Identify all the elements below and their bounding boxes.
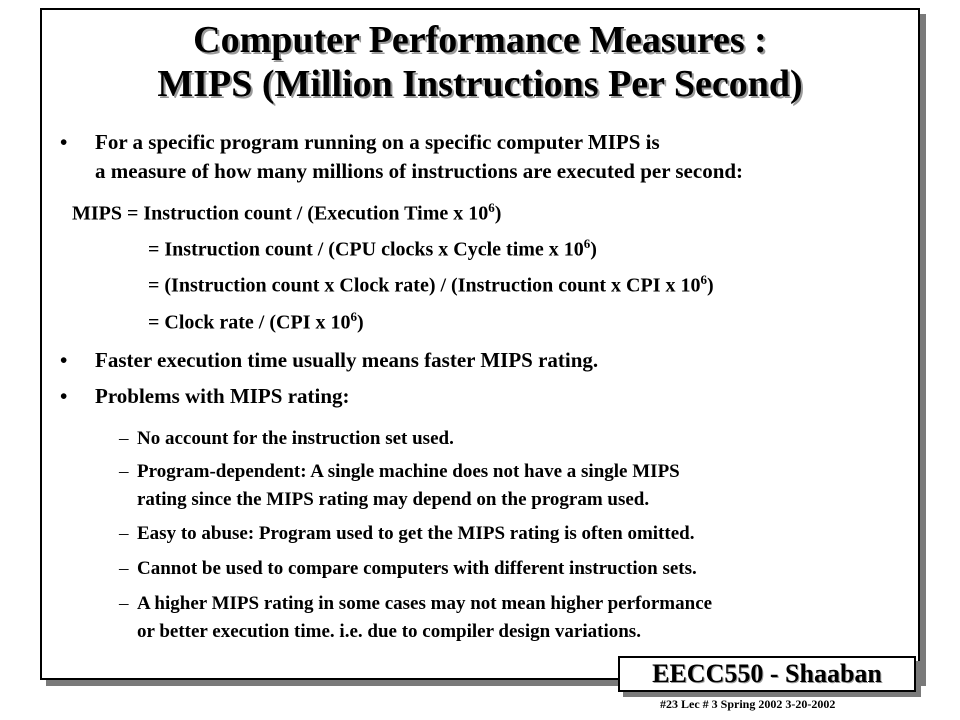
equation-1: MIPS = Instruction count / (Execution Ti… <box>72 200 501 226</box>
dash-marker: – <box>119 461 129 482</box>
equation-4-text: = Clock rate / (CPI x 10 <box>148 311 351 334</box>
problem-5-line2: or better execution time. i.e. due to co… <box>137 621 641 642</box>
equation-1-close: ) <box>494 202 502 225</box>
slide-title-line1: Computer Performance Measures : <box>193 19 767 61</box>
problem-4-text: Cannot be used to compare computers with… <box>137 558 697 579</box>
problem-2-line1: Program-dependent: A single machine does… <box>137 461 680 482</box>
problem-2-line2: rating since the MIPS rating may depend … <box>137 489 650 510</box>
equation-2-text: = Instruction count / (CPU clocks x Cycl… <box>148 238 584 261</box>
bullet-marker: • <box>60 130 68 154</box>
slide-frame <box>40 8 920 680</box>
equation-3: = (Instruction count x Clock rate) / (In… <box>148 272 714 298</box>
problem-5-line1: A higher MIPS rating in some cases may n… <box>137 593 713 614</box>
equation-3-text: = (Instruction count x Clock rate) / (In… <box>148 274 701 297</box>
bullet-marker: • <box>60 348 68 372</box>
equation-1-text: MIPS = Instruction count / (Execution Ti… <box>72 202 489 225</box>
bullet-marker: • <box>60 384 68 408</box>
footer-lecture-note: #23 Lec # 3 Spring 2002 3-20-2002 <box>660 697 836 711</box>
dash-marker: – <box>119 593 129 614</box>
equation-exponent: 6 <box>583 236 591 251</box>
equation-4: = Clock rate / (CPI x 106) <box>148 309 364 335</box>
equation-4-close: ) <box>356 311 364 334</box>
equation-exponent: 6 <box>350 309 357 324</box>
course-footer-badge: EECC550 - Shaaban <box>618 656 916 692</box>
bullet-faster-text: Faster execution time usually means fast… <box>95 348 599 372</box>
equation-exponent: 6 <box>700 272 708 287</box>
equation-exponent: 6 <box>488 200 495 215</box>
bullet-intro-line2: a measure of how many millions of instru… <box>95 159 744 183</box>
problem-3-text: Easy to abuse: Program used to get the M… <box>137 523 695 544</box>
equation-3-close: ) <box>707 274 714 297</box>
equation-2-close: ) <box>590 238 597 261</box>
dash-marker: – <box>119 558 129 579</box>
bullet-intro-line1: For a specific program running on a spec… <box>95 130 660 154</box>
problem-1-text: No account for the instruction set used. <box>137 428 454 449</box>
slide-title-line2: MIPS (Million Instructions Per Second) <box>157 63 803 105</box>
dash-marker: – <box>119 428 129 449</box>
equation-2: = Instruction count / (CPU clocks x Cycl… <box>148 236 597 262</box>
bullet-problems-text: Problems with MIPS rating: <box>95 384 350 408</box>
dash-marker: – <box>119 523 129 544</box>
